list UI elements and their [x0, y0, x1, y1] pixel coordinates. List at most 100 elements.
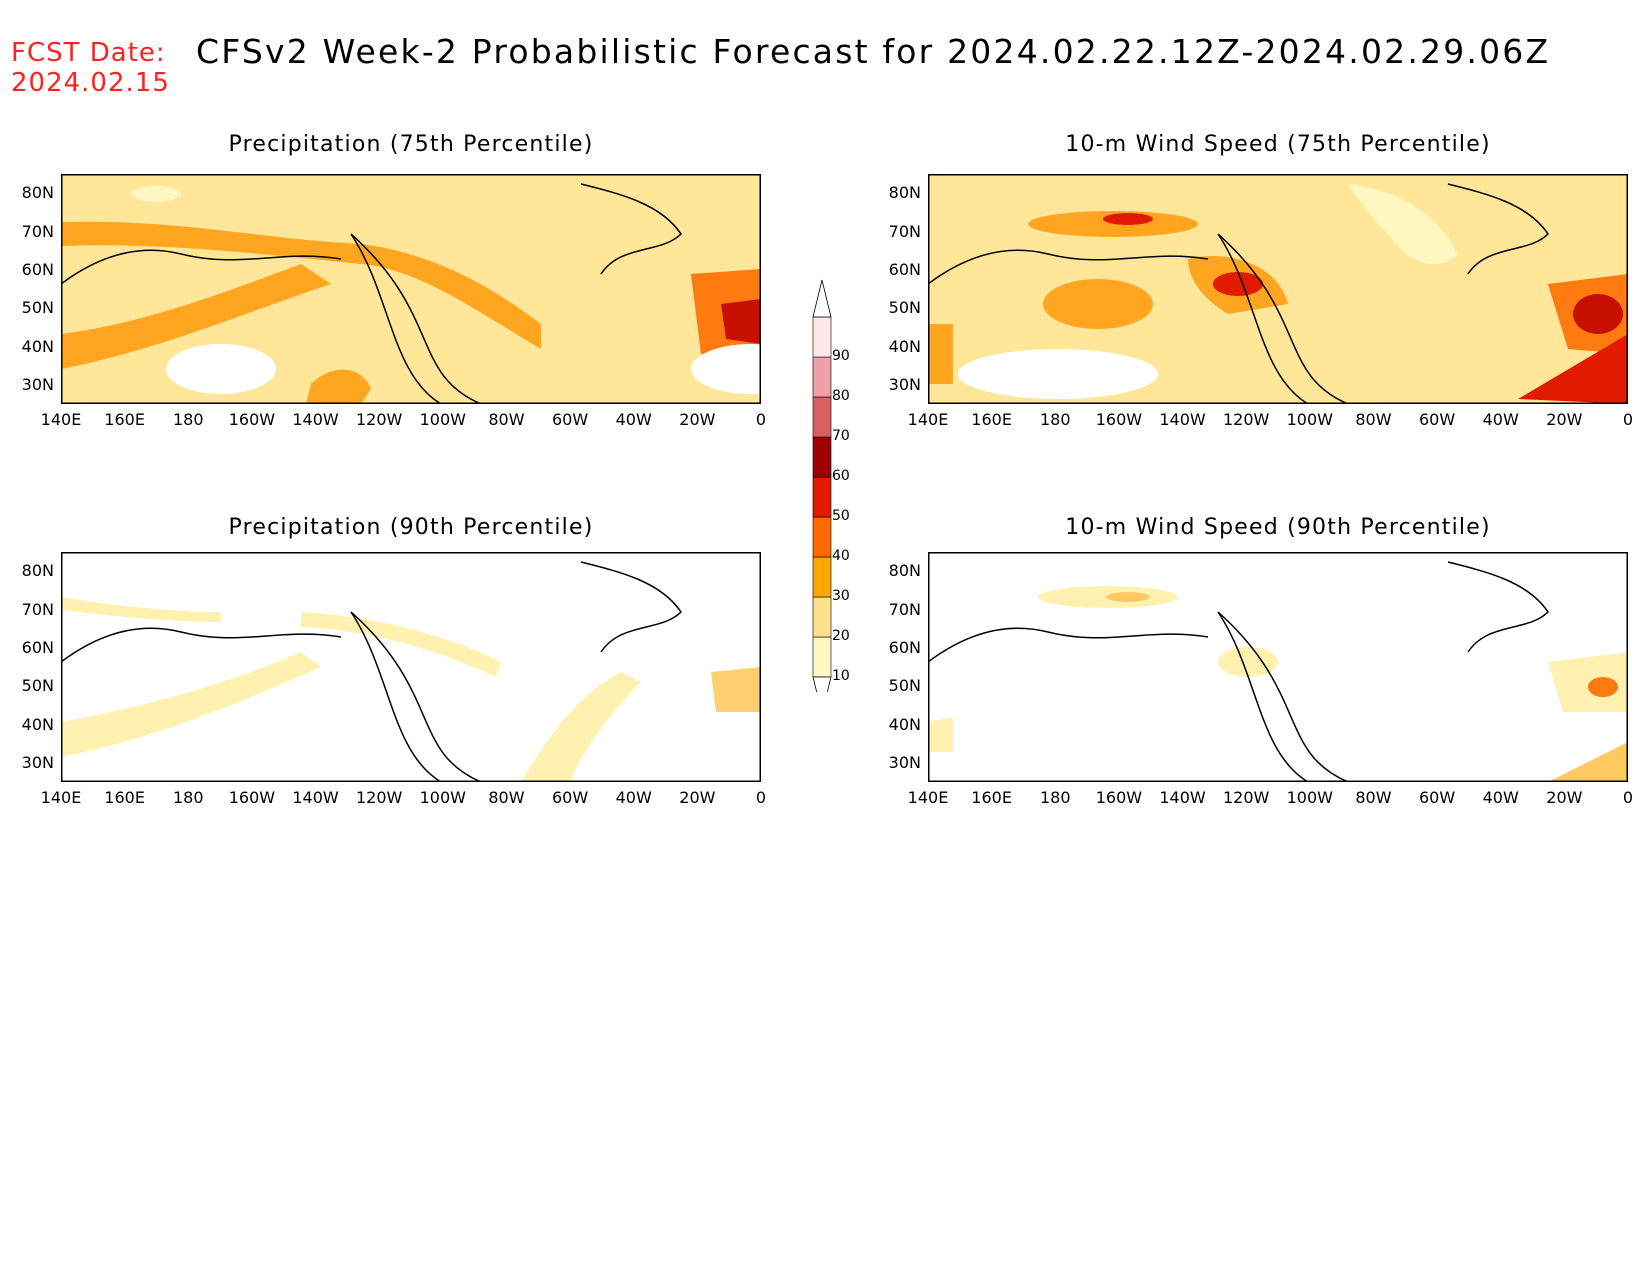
- lon-tick-label: 100W: [419, 788, 466, 807]
- colorbar-cell: [812, 436, 832, 478]
- map-wind-75: [928, 174, 1628, 404]
- lat-tick-label: 70N: [21, 599, 54, 619]
- lon-tick-label: 140W: [1159, 788, 1206, 807]
- lat-tick-label: 70N: [888, 599, 921, 619]
- colorbar-label: 10: [832, 668, 850, 684]
- colorbar-label: 20: [832, 628, 850, 644]
- lat-tick-label: 50N: [21, 298, 54, 318]
- lon-tick-label: 140E: [907, 410, 949, 429]
- lon-tick-label: 0: [755, 788, 767, 807]
- panel-title-wind-90: 10-m Wind Speed (90th Percentile): [1065, 515, 1491, 540]
- lon-tick-label: 80W: [1355, 410, 1392, 429]
- lat-tick-label: 60N: [888, 259, 921, 279]
- colorbar-label: 30: [832, 588, 850, 604]
- lat-tick-label: 40N: [888, 336, 921, 356]
- lat-tick-label: 30N: [888, 374, 921, 394]
- lon-tick-label: 180: [172, 788, 204, 807]
- map-precip-90: [61, 552, 761, 782]
- lat-tick-label: 80N: [21, 183, 54, 203]
- lat-tick-label: 40N: [888, 714, 921, 734]
- lon-tick-label: 140W: [292, 788, 339, 807]
- colorbar-label: 60: [832, 468, 850, 484]
- lon-tick-label: 20W: [679, 788, 716, 807]
- lon-tick-label: 0: [1622, 410, 1634, 429]
- lon-tick-label: 160E: [104, 410, 145, 429]
- lon-tick-label: 0: [1622, 788, 1634, 807]
- lon-tick-label: 160W: [1095, 410, 1143, 429]
- lat-tick-label: 80N: [21, 561, 54, 581]
- lat-tick-label: 70N: [21, 221, 54, 241]
- lon-tick-label: 40W: [1482, 788, 1519, 807]
- lat-tick-label: 70N: [888, 221, 921, 241]
- page-title: CFSv2 Week-2 Probabilistic Forecast for …: [196, 32, 1551, 71]
- lon-tick-label: 40W: [615, 410, 652, 429]
- lon-tick-label: 40W: [615, 788, 652, 807]
- lon-tick-label: 100W: [419, 410, 466, 429]
- lat-tick-label: 50N: [21, 676, 54, 696]
- colorbar-cell: [812, 516, 832, 558]
- panel-title-precip-90: Precipitation (90th Percentile): [228, 515, 594, 540]
- lon-tick-label: 100W: [1286, 410, 1333, 429]
- lon-tick-label: 100W: [1286, 788, 1333, 807]
- lon-tick-label: 140W: [1159, 410, 1206, 429]
- lon-tick-label: 80W: [488, 410, 525, 429]
- colorbar-cell: [812, 476, 832, 518]
- forecast-date-label: FCST Date:: [11, 38, 166, 68]
- colorbar-cell: [812, 556, 832, 598]
- lon-tick-label: 120W: [355, 788, 403, 807]
- lat-tick-label: 60N: [21, 259, 54, 279]
- lon-tick-label: 160W: [1095, 788, 1143, 807]
- forecast-date-value: 2024.02.15: [11, 68, 170, 98]
- lat-tick-label: 40N: [21, 714, 54, 734]
- colorbar-cell: [812, 356, 832, 398]
- lon-tick-label: 140E: [40, 788, 82, 807]
- lon-tick-label: 20W: [679, 410, 716, 429]
- lon-tick-label: 160E: [971, 788, 1012, 807]
- panel-title-wind-75: 10-m Wind Speed (75th Percentile): [1065, 132, 1491, 157]
- lat-tick-label: 60N: [21, 637, 54, 657]
- lon-tick-label: 20W: [1546, 788, 1583, 807]
- map-precip-75: [61, 174, 761, 404]
- colorbar-top-arrow: [812, 279, 832, 318]
- panel-title-precip-75: Precipitation (75th Percentile): [228, 132, 594, 157]
- lon-tick-label: 60W: [1418, 788, 1456, 807]
- lon-tick-label: 160E: [971, 410, 1012, 429]
- map-wind-90: [928, 552, 1628, 782]
- lat-tick-label: 80N: [888, 183, 921, 203]
- lat-tick-label: 60N: [888, 637, 921, 657]
- colorbar-bottom-arrow: [812, 676, 832, 692]
- lat-tick-label: 80N: [888, 561, 921, 581]
- lon-tick-label: 60W: [551, 788, 589, 807]
- lat-tick-label: 30N: [888, 752, 921, 772]
- lon-tick-label: 160E: [104, 788, 145, 807]
- lat-tick-label: 40N: [21, 336, 54, 356]
- colorbar-cell: [812, 396, 832, 438]
- lon-tick-label: 60W: [1418, 410, 1456, 429]
- colorbar-label: 70: [832, 428, 850, 444]
- lon-tick-label: 0: [755, 410, 767, 429]
- colorbar-cell: [812, 596, 832, 638]
- colorbar: [812, 279, 832, 692]
- lon-tick-label: 160W: [228, 788, 276, 807]
- lon-tick-label: 180: [1039, 788, 1071, 807]
- lon-tick-label: 120W: [355, 410, 403, 429]
- lon-tick-label: 160W: [228, 410, 276, 429]
- lon-tick-label: 140W: [292, 410, 339, 429]
- lat-tick-label: 50N: [888, 676, 921, 696]
- lon-tick-label: 20W: [1546, 410, 1583, 429]
- lon-tick-label: 40W: [1482, 410, 1519, 429]
- colorbar-cell: [812, 316, 832, 358]
- colorbar-label: 90: [832, 348, 850, 364]
- lat-tick-label: 30N: [21, 752, 54, 772]
- lon-tick-label: 120W: [1222, 410, 1270, 429]
- lon-tick-label: 140E: [40, 410, 82, 429]
- lon-tick-label: 120W: [1222, 788, 1270, 807]
- lon-tick-label: 140E: [907, 788, 949, 807]
- colorbar-label: 50: [832, 508, 850, 524]
- colorbar-label: 40: [832, 548, 850, 564]
- lon-tick-label: 180: [172, 410, 204, 429]
- lon-tick-label: 80W: [1355, 788, 1392, 807]
- colorbar-label: 80: [832, 388, 850, 404]
- colorbar-cell: [812, 636, 832, 678]
- lon-tick-label: 60W: [551, 410, 589, 429]
